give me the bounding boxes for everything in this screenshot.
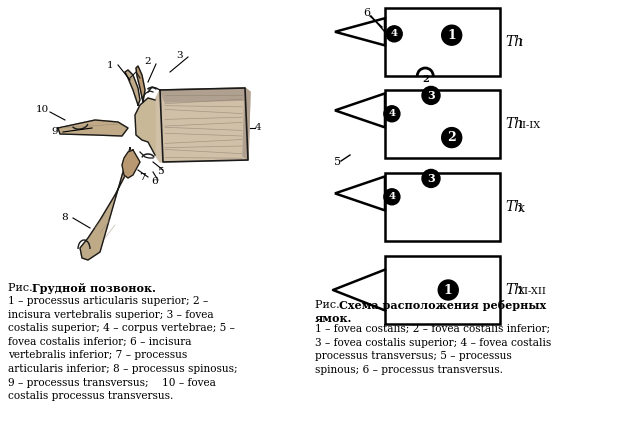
Polygon shape: [160, 88, 248, 102]
Text: 1 – processus articularis superior; 2 –
incisura vertebralis superior; 3 – fovea: 1 – processus articularis superior; 2 – …: [8, 296, 238, 401]
Circle shape: [422, 86, 440, 105]
Text: Th: Th: [505, 35, 523, 49]
Text: 3: 3: [177, 51, 183, 60]
Text: 2: 2: [145, 57, 151, 67]
Bar: [385, 8, 500, 76]
Polygon shape: [243, 88, 250, 160]
Polygon shape: [125, 70, 140, 105]
Circle shape: [384, 106, 400, 122]
Text: 9: 9: [52, 127, 58, 137]
Circle shape: [442, 25, 462, 45]
Text: 4: 4: [388, 109, 396, 118]
Polygon shape: [136, 66, 145, 102]
Bar: [385, 173, 500, 241]
Text: ямок.: ямок.: [315, 313, 353, 324]
Text: 3: 3: [427, 173, 435, 184]
Text: 6: 6: [363, 8, 371, 18]
Polygon shape: [155, 88, 250, 162]
Text: 10: 10: [36, 105, 49, 114]
Text: 7: 7: [139, 174, 145, 182]
Text: 5: 5: [157, 168, 163, 177]
Text: Грудной позвонок.: Грудной позвонок.: [32, 283, 156, 294]
Text: 2: 2: [447, 131, 456, 144]
Text: Рис.: Рис.: [8, 283, 36, 293]
Bar: [385, 256, 500, 324]
Text: 4: 4: [391, 29, 397, 38]
Text: Рис.: Рис.: [315, 300, 343, 310]
Polygon shape: [122, 150, 140, 178]
Text: Th: Th: [505, 283, 523, 297]
Circle shape: [422, 169, 440, 187]
Text: II-IX: II-IX: [518, 121, 540, 130]
Text: 1: 1: [107, 60, 114, 70]
Text: Th: Th: [505, 200, 523, 214]
Text: X: X: [518, 204, 525, 213]
Text: 2: 2: [422, 74, 429, 83]
Polygon shape: [135, 98, 155, 155]
Text: XI-XII: XI-XII: [518, 288, 547, 296]
Text: I: I: [518, 39, 522, 48]
Text: Схема расположения реберных: Схема расположения реберных: [339, 300, 546, 311]
Polygon shape: [80, 148, 134, 260]
Polygon shape: [58, 120, 128, 136]
Text: 4: 4: [255, 124, 261, 133]
Text: 4: 4: [388, 192, 396, 201]
Text: 1 – fovea costalis; 2 – fovea costalis inferior;
3 – fovea costalis superior; 4 : 1 – fovea costalis; 2 – fovea costalis i…: [315, 324, 551, 375]
Text: 5: 5: [334, 157, 341, 167]
Text: 6: 6: [152, 178, 158, 187]
Text: 8: 8: [62, 213, 68, 222]
Text: 3: 3: [427, 90, 435, 101]
Circle shape: [438, 280, 458, 300]
Text: Th: Th: [505, 117, 523, 131]
Circle shape: [384, 189, 400, 205]
Circle shape: [386, 26, 402, 42]
Text: 1: 1: [447, 29, 456, 42]
Text: 1: 1: [444, 283, 452, 296]
Bar: [385, 90, 500, 158]
Circle shape: [442, 127, 462, 148]
